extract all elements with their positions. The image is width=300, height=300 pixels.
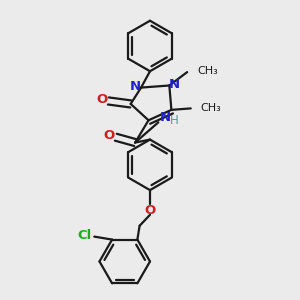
- Text: N: N: [160, 111, 171, 124]
- Text: N: N: [130, 80, 141, 93]
- Text: H: H: [170, 114, 179, 127]
- Text: O: O: [144, 203, 156, 217]
- Text: CH₃: CH₃: [200, 103, 221, 113]
- Text: Cl: Cl: [78, 229, 92, 242]
- Text: O: O: [104, 129, 115, 142]
- Text: CH₃: CH₃: [198, 66, 218, 76]
- Text: O: O: [96, 93, 107, 106]
- Text: N: N: [169, 77, 180, 91]
